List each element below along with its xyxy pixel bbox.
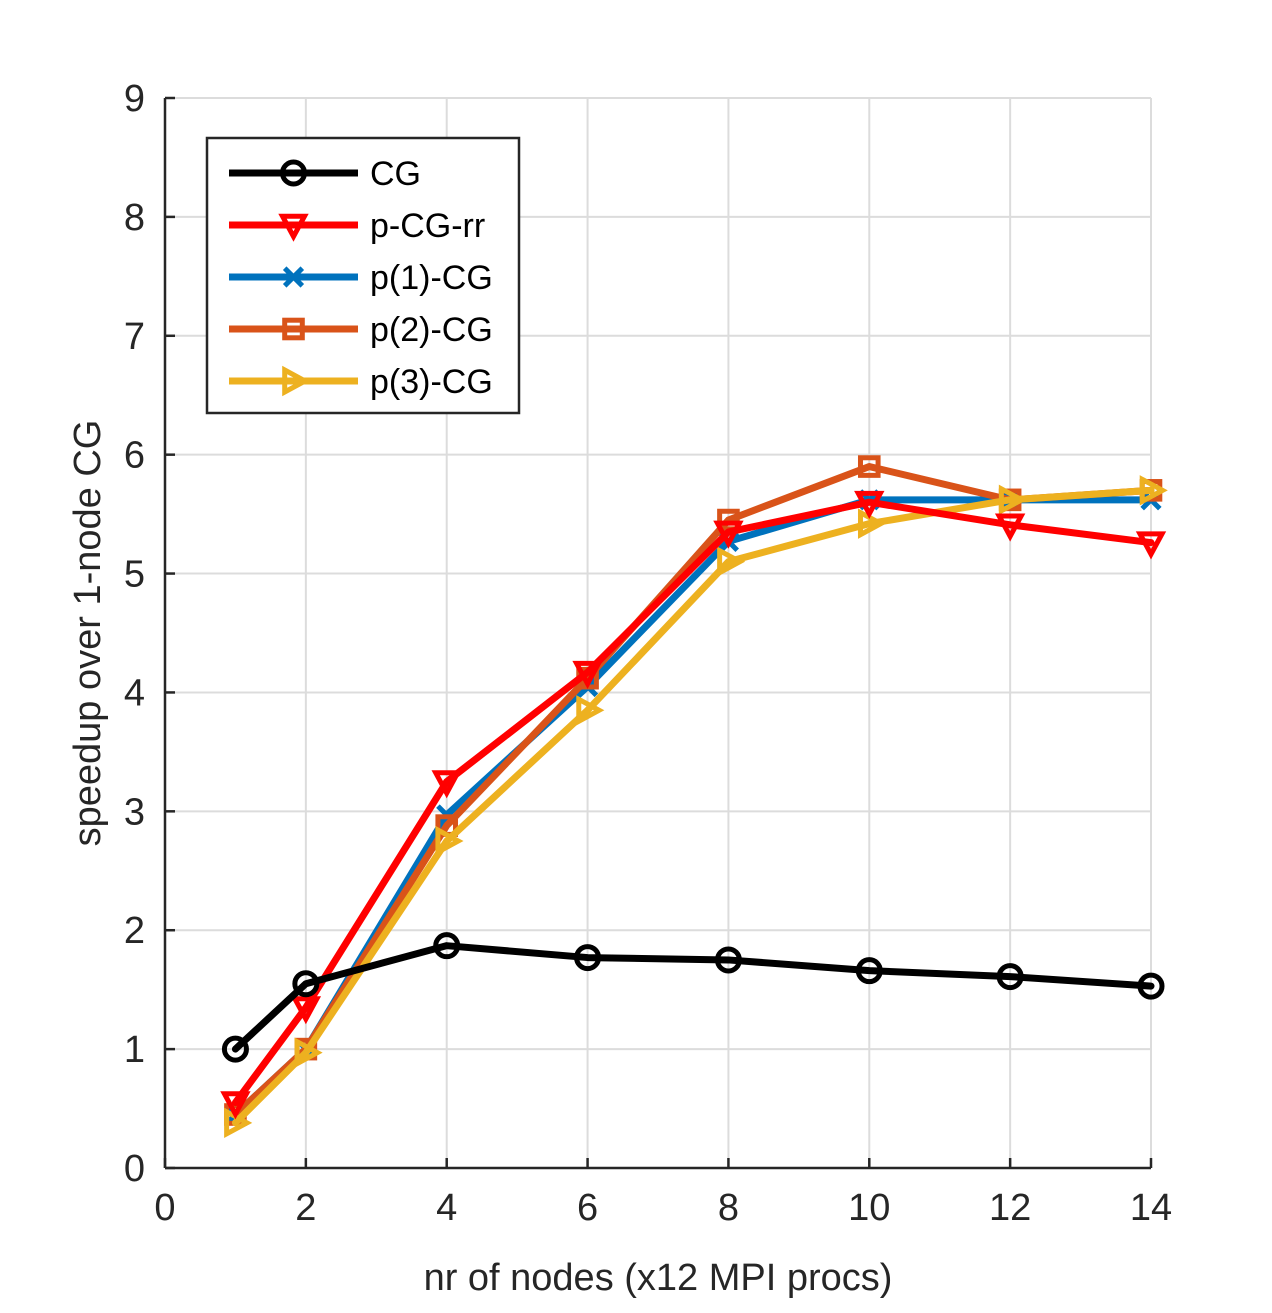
- triangle-right-marker: [717, 546, 746, 577]
- triangle-down-marker: [290, 996, 322, 1025]
- triangle-down-marker: [713, 520, 744, 549]
- legend-label: CG: [370, 155, 421, 193]
- triangle-right-marker: [998, 484, 1027, 516]
- triangle-down-marker: [220, 1091, 251, 1120]
- triangle-down-marker: [431, 770, 462, 799]
- y-tick-label: 1: [124, 1029, 145, 1071]
- circle-marker: [433, 932, 461, 960]
- square-marker: [282, 317, 305, 341]
- legend-entry: p(1)-CG: [229, 259, 493, 297]
- triangle-down-marker: [994, 513, 1026, 542]
- triangle-right-marker: [282, 365, 311, 397]
- triangle-right-marker: [224, 1107, 253, 1139]
- triangle-right-marker: [857, 508, 887, 539]
- series-p-CG-rr: [220, 490, 1167, 1120]
- circle-marker: [855, 957, 883, 985]
- triangle-right-marker: [576, 695, 605, 726]
- triangle-right-marker: [435, 825, 464, 857]
- triangle-right-marker: [1139, 475, 1168, 506]
- y-tick-label: 2: [124, 910, 145, 952]
- legend-entry: p(3)-CG: [229, 363, 493, 401]
- legend-label: p(2)-CG: [370, 311, 493, 349]
- y-axis-label: speedup over 1-node CG: [67, 420, 109, 847]
- x-tick-label: 14: [1130, 1187, 1172, 1229]
- x-tick-label: 4: [436, 1187, 457, 1229]
- y-tick-label: 8: [124, 197, 145, 239]
- square-marker: [857, 455, 881, 478]
- x-marker: [282, 266, 305, 288]
- triangle-right-marker: [294, 1037, 323, 1068]
- legend-entry: p(2)-CG: [229, 311, 493, 349]
- legend-entry: p-CG-rr: [229, 207, 485, 245]
- legend-label: p(3)-CG: [370, 363, 493, 401]
- triangle-down-marker: [572, 660, 603, 690]
- series-CG: [221, 932, 1165, 1063]
- series-line: [231, 942, 1155, 1053]
- circle-marker: [1137, 972, 1165, 1000]
- y-tick-label: 7: [124, 316, 145, 358]
- circle-marker: [574, 944, 602, 972]
- x-tick-label: 8: [718, 1187, 739, 1229]
- series-line: [231, 498, 1155, 1107]
- triangle-down-marker: [278, 213, 309, 242]
- circle-marker: [714, 946, 742, 974]
- legend-entry: CG: [229, 155, 421, 193]
- circle-marker: [221, 1035, 249, 1063]
- x-tick-label: 12: [989, 1187, 1031, 1229]
- x-tick-label: 2: [295, 1187, 316, 1229]
- y-tick-label: 9: [124, 78, 145, 120]
- series-line: [231, 486, 1155, 1127]
- x-tick-label: 10: [848, 1187, 890, 1229]
- y-tick-label: 3: [124, 791, 145, 833]
- y-tick-label: 0: [124, 1148, 145, 1190]
- y-tick-label: 6: [124, 435, 145, 477]
- series-p(3)-CG: [224, 475, 1168, 1139]
- x-tick-label: 0: [154, 1187, 175, 1229]
- circle-marker: [996, 963, 1024, 991]
- x-tick-label: 6: [577, 1187, 598, 1229]
- circle-marker: [292, 970, 320, 998]
- triangle-down-marker: [854, 490, 885, 520]
- x-axis-label: nr of nodes (x12 MPI procs): [424, 1257, 893, 1299]
- triangle-down-marker: [1135, 531, 1167, 560]
- legend-label: p(1)-CG: [370, 259, 493, 297]
- circle-marker: [280, 159, 307, 187]
- y-tick-label: 5: [124, 554, 145, 596]
- y-tick-label: 4: [124, 672, 145, 714]
- legend-label: p-CG-rr: [370, 207, 485, 245]
